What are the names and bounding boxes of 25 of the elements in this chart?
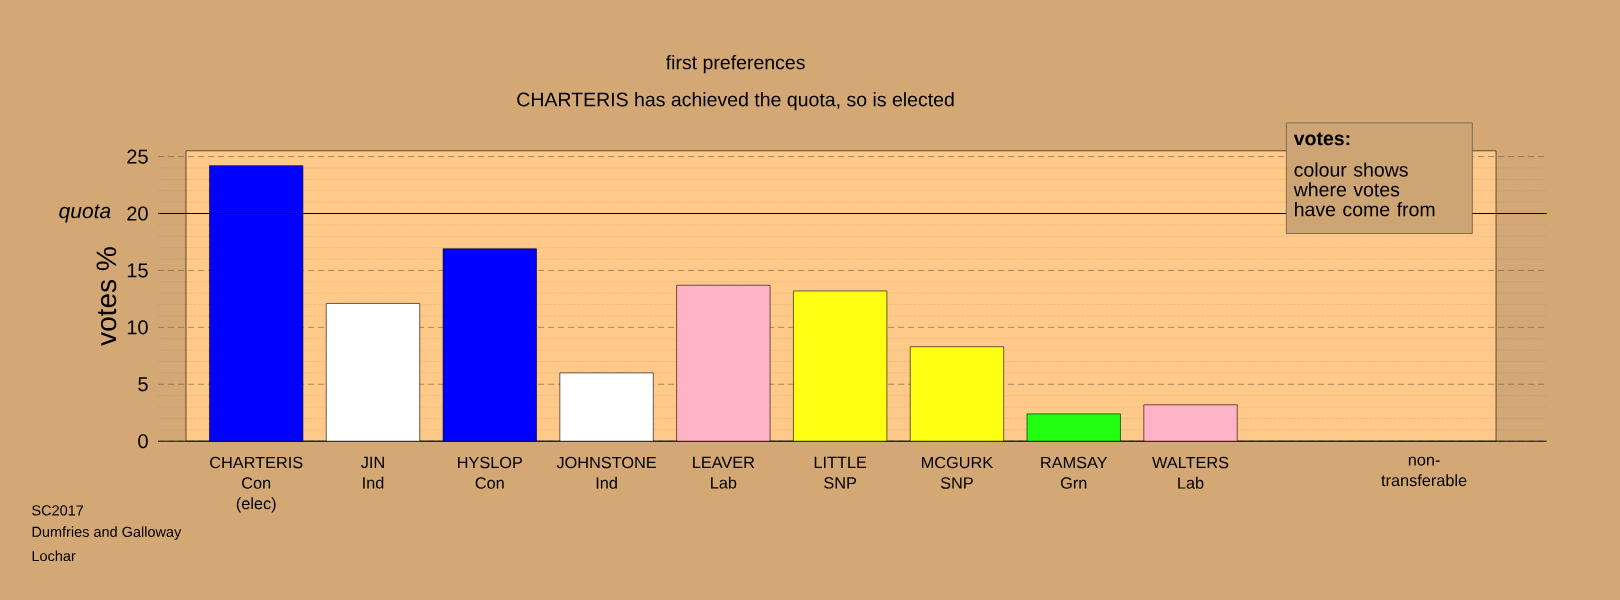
y-axis-title: votes % [96, 247, 117, 346]
annotation: colour shows where votes have come from [1293, 162, 1435, 217]
y-tick-label: 0 [138, 434, 148, 449]
chart-subtitle: CHARTERIS has achieved the quota, so is elected [517, 92, 954, 111]
y-tick-label: 15 [127, 263, 148, 278]
y-tick-label: 25 [127, 149, 148, 164]
x-tick-label: JIN Ind [361, 456, 384, 489]
x-tick-label: LEAVER Lab [693, 456, 755, 489]
x-tick-label: CHARTERIS Con (elec) [210, 456, 303, 513]
y-tick-label: 20 [127, 206, 148, 221]
text: Lochar [32, 550, 76, 562]
x-tick-label: LITTLE SNP [814, 456, 867, 489]
x-tick-label: RAMSAY Grn [1041, 456, 1108, 489]
y-tick-label: 10 [127, 320, 148, 335]
x-tick-label: WALTERS Lab [1152, 456, 1229, 489]
y-tick-label: 5 [138, 377, 148, 392]
x-tick-label: JOHNSTONE Ind [556, 456, 656, 489]
x-tick-label: MCGURK SNP [922, 456, 993, 489]
text: votes: [1293, 132, 1350, 146]
text: SC2017 [32, 505, 84, 516]
x-tick-label: HYSLOP Con [458, 456, 522, 489]
x-tick-label: non-transferable [1381, 456, 1467, 487]
ref-line-label: quota [59, 204, 111, 223]
chart-title: first preferences [665, 55, 805, 74]
text: Dumfries and Galloway [32, 526, 182, 540]
